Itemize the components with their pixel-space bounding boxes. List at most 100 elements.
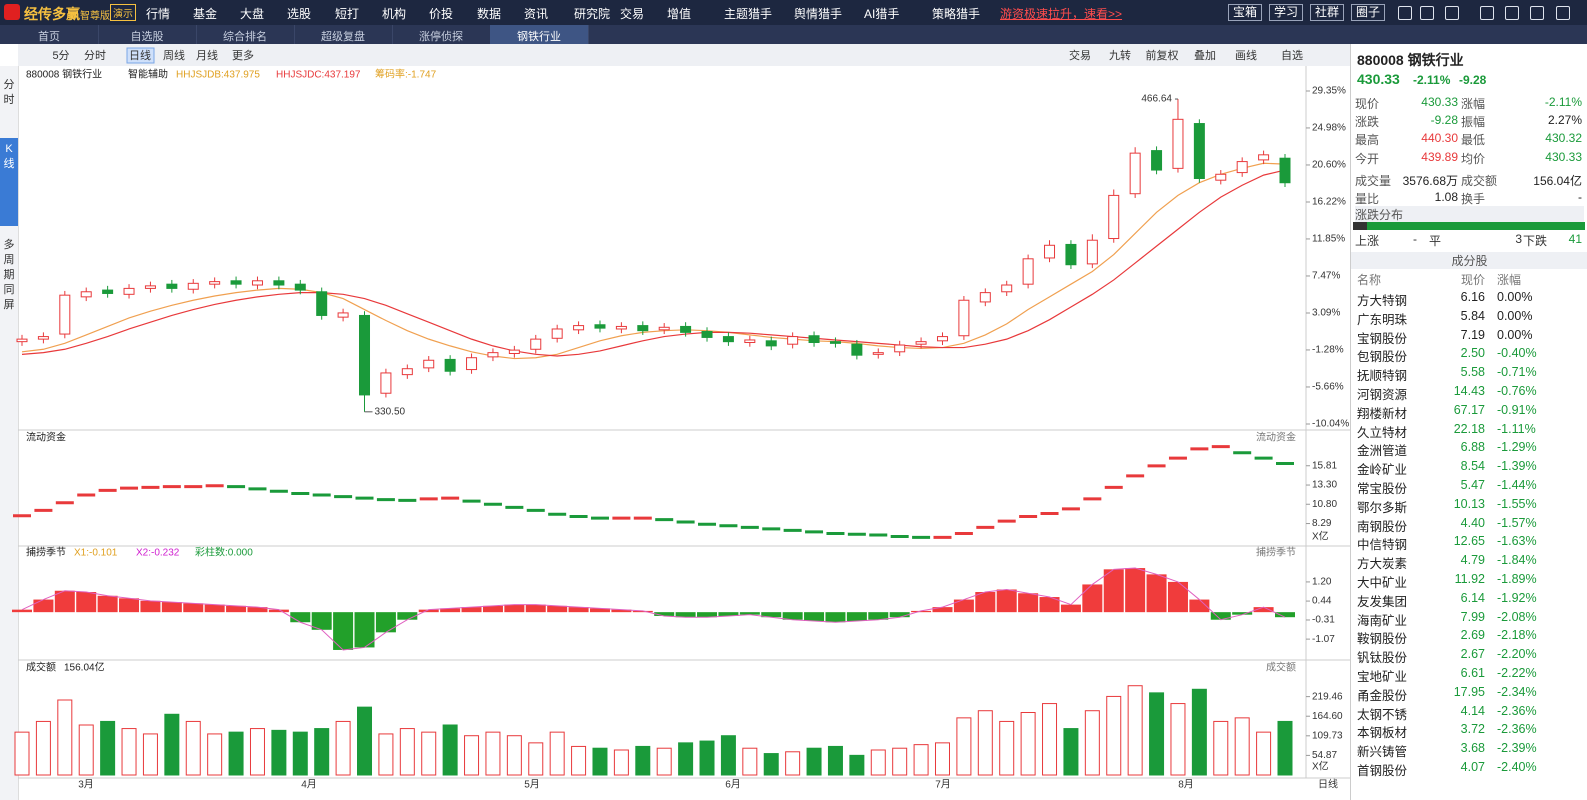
- top-button[interactable]: 宝箱: [1228, 4, 1263, 21]
- y-tick-label: 109.73: [1312, 730, 1343, 741]
- table-cell[interactable]: 钒钛股份: [1357, 651, 1408, 666]
- top-button[interactable]: 圈子: [1351, 4, 1386, 21]
- menu-item[interactable]: 价投: [429, 7, 454, 21]
- table-cell[interactable]: 首钢股份: [1357, 764, 1408, 778]
- table-cell: 2.50: [1460, 346, 1485, 361]
- volume-bar: [314, 728, 330, 776]
- menu-item[interactable]: 行情: [146, 7, 171, 21]
- table-cell[interactable]: 鄂尔多斯: [1357, 500, 1408, 515]
- volume-bar: [335, 720, 351, 776]
- quote-value: 430.33: [1421, 95, 1458, 109]
- menu-item[interactable]: 资讯: [524, 7, 549, 21]
- table-cell[interactable]: 常宝股份: [1357, 482, 1408, 496]
- candle-body: [1108, 194, 1120, 240]
- top-button[interactable]: 社群: [1310, 4, 1345, 21]
- menu-item[interactable]: 交易: [620, 7, 645, 21]
- table-cell[interactable]: 久立特材: [1357, 425, 1408, 440]
- menu-item[interactable]: 研究院: [574, 7, 611, 21]
- toolbar-button[interactable]: 更多: [232, 48, 254, 62]
- toolbar-button[interactable]: 叠加: [1194, 49, 1216, 62]
- histogram-bar: [804, 612, 825, 621]
- table-cell[interactable]: 宝地矿业: [1357, 670, 1408, 684]
- tab[interactable]: 综合排名: [196, 25, 295, 44]
- indicator-value: HHJSJDB:437.975: [176, 70, 260, 81]
- menu-item[interactable]: 增值: [667, 7, 692, 21]
- toolbar-button[interactable]: 自选: [1281, 49, 1303, 62]
- table-cell[interactable]: 河钢资源: [1357, 388, 1408, 402]
- menu-item[interactable]: 机构: [382, 7, 407, 21]
- menu-item[interactable]: 数据: [477, 7, 502, 21]
- toolbar-button[interactable]: 周线: [163, 48, 185, 62]
- table-cell[interactable]: 方大特钢: [1357, 294, 1408, 308]
- top-button[interactable]: 学习: [1269, 4, 1304, 21]
- table-cell[interactable]: 方大炭素: [1357, 557, 1408, 572]
- side-tab[interactable]: 分时: [3, 79, 15, 106]
- table-cell[interactable]: 宝钢股份: [1357, 331, 1408, 346]
- toolbar-button[interactable]: 画线: [1235, 48, 1257, 62]
- table-cell[interactable]: 海南矿业: [1357, 613, 1408, 628]
- window-icon[interactable]: [1505, 6, 1519, 20]
- toolbar-button[interactable]: 前复权: [1146, 48, 1179, 62]
- window-icon[interactable]: [1480, 6, 1494, 20]
- window-icon[interactable]: [1556, 6, 1570, 20]
- table-cell[interactable]: 中信特钢: [1357, 538, 1408, 553]
- table-cell[interactable]: 南钢股份: [1357, 519, 1408, 534]
- toolbar-button[interactable]: 九转: [1109, 48, 1131, 62]
- volume-bar: [1234, 717, 1250, 776]
- candle-body: [273, 280, 285, 286]
- menu-item[interactable]: 短打: [335, 7, 360, 21]
- y-tick-label: 8.29: [1312, 518, 1332, 529]
- histogram-bar: [482, 605, 503, 613]
- tab[interactable]: 自选股: [98, 25, 197, 44]
- table-cell[interactable]: 友发集团: [1357, 594, 1408, 609]
- table-cell[interactable]: 大中矿业: [1357, 576, 1408, 590]
- candle-body: [894, 344, 906, 353]
- menu-item[interactable]: 舆情猎手: [794, 7, 843, 21]
- stock-code: 880008 钢铁行业: [1357, 52, 1464, 68]
- promo-link[interactable]: 游资极速拉升，速看>>: [1000, 7, 1123, 21]
- tab[interactable]: 涨停侦探: [392, 25, 491, 44]
- table-cell[interactable]: 太钢不锈: [1357, 707, 1408, 722]
- table-cell: -2.20%: [1497, 647, 1537, 662]
- menu-item[interactable]: 策略猎手: [932, 7, 981, 21]
- tab[interactable]: 首页: [0, 25, 99, 44]
- table-cell[interactable]: 甬金股份: [1357, 688, 1408, 703]
- window-icon[interactable]: [1398, 6, 1412, 20]
- table-cell[interactable]: 广东明珠: [1357, 312, 1408, 327]
- table-cell[interactable]: 金洲管道: [1357, 444, 1408, 459]
- tab[interactable]: 钢铁行业: [490, 25, 589, 44]
- menu-item[interactable]: 基金: [193, 7, 218, 21]
- table-cell: 14.43: [1453, 384, 1485, 398]
- table-cell[interactable]: 包钢股份: [1357, 350, 1408, 365]
- y-tick-label: 0.44: [1312, 596, 1332, 607]
- toolbar-button[interactable]: 月线: [196, 48, 218, 62]
- table-cell[interactable]: 鞍钢股份: [1357, 632, 1408, 647]
- window-icon[interactable]: [1445, 6, 1459, 20]
- menu-item[interactable]: 选股: [287, 7, 312, 21]
- volume-bar: [656, 747, 672, 776]
- table-cell[interactable]: 抚顺特钢: [1357, 369, 1408, 384]
- toolbar-button[interactable]: 5分: [52, 49, 69, 62]
- window-icon[interactable]: [1420, 6, 1434, 20]
- candle-body: [1193, 123, 1205, 179]
- volume-bar: [613, 749, 629, 776]
- toolbar-button[interactable]: 交易: [1069, 48, 1091, 62]
- table-cell[interactable]: 新兴铸管: [1357, 745, 1408, 760]
- side-tab[interactable]: K线: [0, 138, 18, 226]
- candle-body: [487, 352, 499, 358]
- volume-bar: [870, 749, 886, 776]
- quote-value: -2.11%: [1544, 95, 1582, 109]
- side-tab[interactable]: 多周期同屏: [3, 239, 15, 311]
- demo[interactable]: 演示: [110, 4, 136, 21]
- table-cell[interactable]: 本钢板材: [1357, 726, 1408, 741]
- menu-item[interactable]: 主题猎手: [724, 7, 773, 21]
- volume-bar: [442, 724, 458, 776]
- table-cell[interactable]: 金岭矿业: [1357, 463, 1408, 478]
- window-icon[interactable]: [1530, 6, 1544, 20]
- tab[interactable]: 超级复盘: [294, 25, 393, 44]
- menu-item[interactable]: 大盘: [240, 7, 265, 21]
- menu-item[interactable]: AI猎手: [864, 7, 900, 21]
- table-cell[interactable]: 翔楼新材: [1357, 406, 1408, 421]
- toolbar-button[interactable]: 分时: [84, 49, 106, 62]
- toolbar-button[interactable]: 日线: [129, 48, 151, 62]
